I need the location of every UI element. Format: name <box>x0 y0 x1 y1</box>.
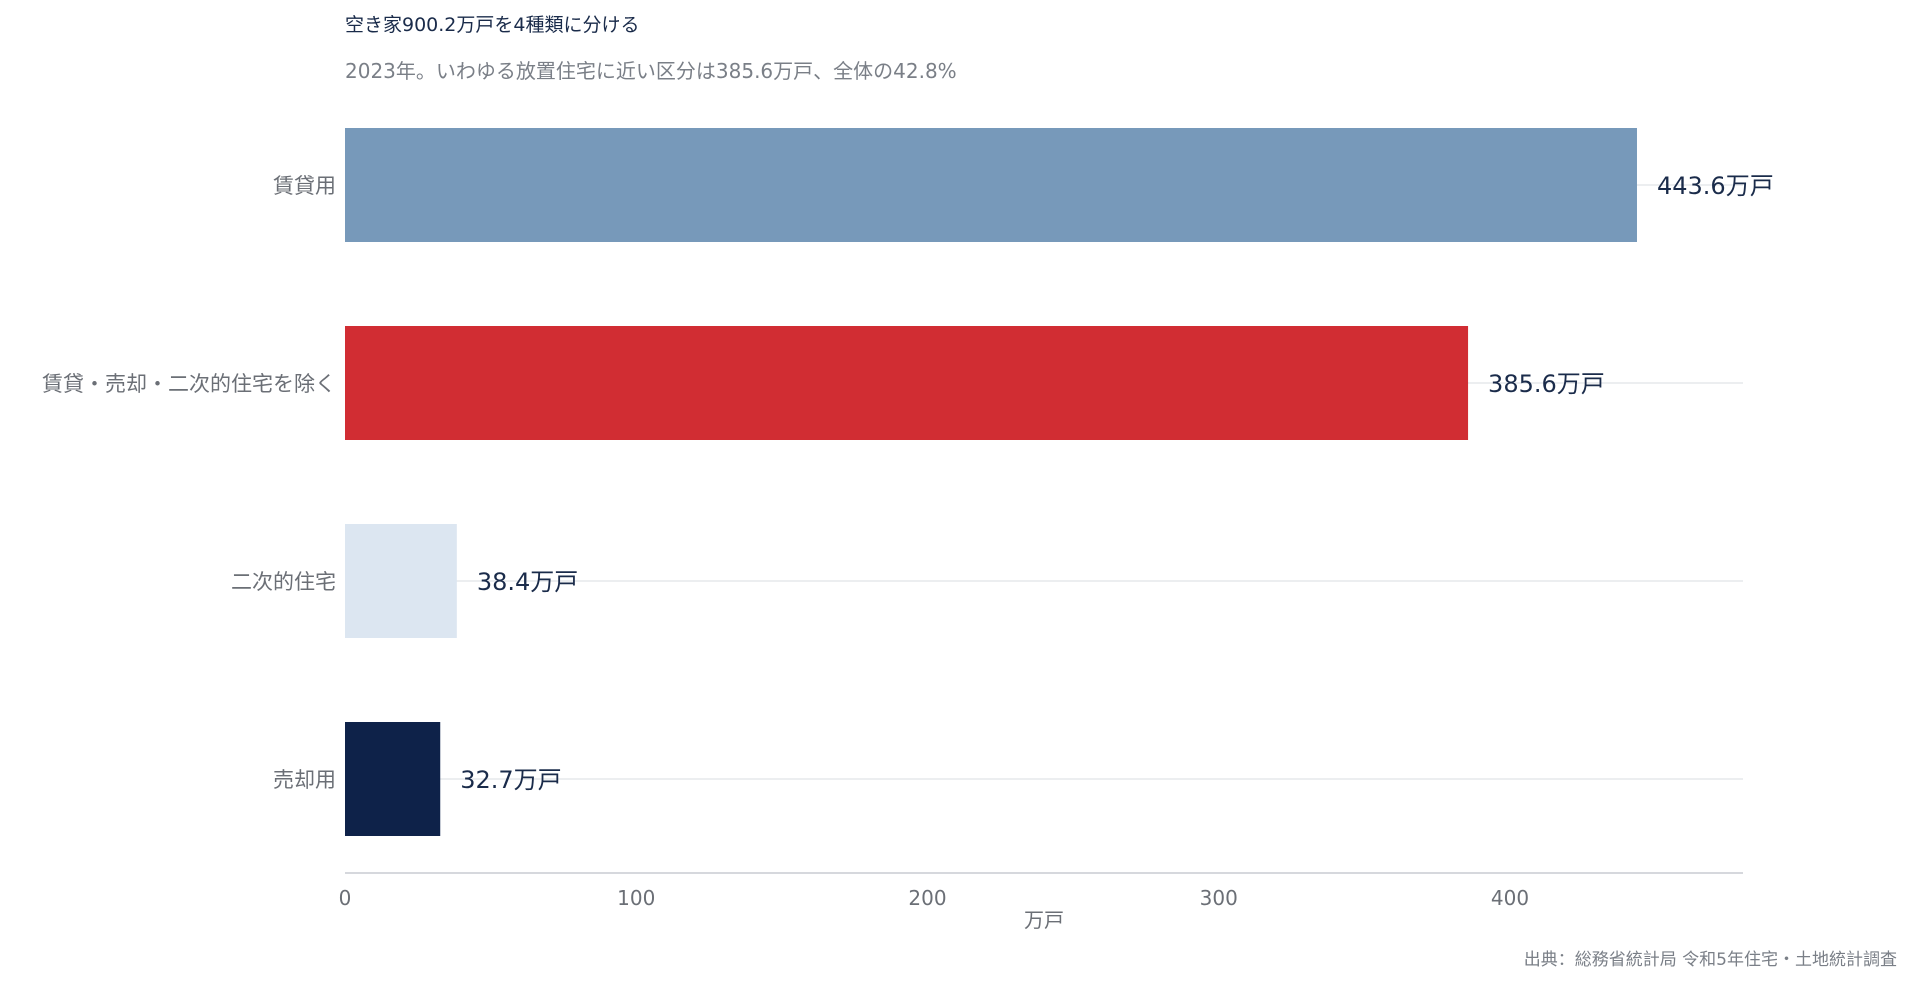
x-axis-label: 万戸 <box>1024 908 1064 932</box>
bar <box>345 524 457 638</box>
value-label: 38.4万戸 <box>477 568 578 596</box>
source-note: 出典：総務省統計局 令和5年住宅・土地統計調査 <box>1524 950 1897 970</box>
value-label: 385.6万戸 <box>1488 370 1605 398</box>
bars <box>345 128 1637 836</box>
chart-subtitle: 2023年。いわゆる放置住宅に近い区分は385.6万戸、全体の42.8% <box>345 59 957 83</box>
bar <box>345 722 441 836</box>
value-label: 32.7万戸 <box>460 766 561 794</box>
x-tick-label: 400 <box>1491 886 1529 910</box>
x-tick-label: 300 <box>1200 886 1238 910</box>
x-tick-label: 200 <box>908 886 946 910</box>
value-label: 443.6万戸 <box>1657 172 1774 200</box>
category-label: 賃貸・売却・二次的住宅を除く <box>42 372 336 396</box>
bar <box>345 128 1637 242</box>
chart-title: 空き家900.2万戸を4種類に分ける <box>345 14 639 36</box>
category-label: 売却用 <box>273 768 336 792</box>
x-tick-label: 0 <box>339 886 352 910</box>
x-tick-label: 100 <box>617 886 655 910</box>
category-label: 賃貸用 <box>273 174 336 198</box>
category-label: 二次的住宅 <box>231 570 336 594</box>
bar <box>345 326 1469 440</box>
grid-lines <box>345 184 1743 780</box>
x-axis-ticks: 0 100 200 300 400 <box>339 886 1529 910</box>
